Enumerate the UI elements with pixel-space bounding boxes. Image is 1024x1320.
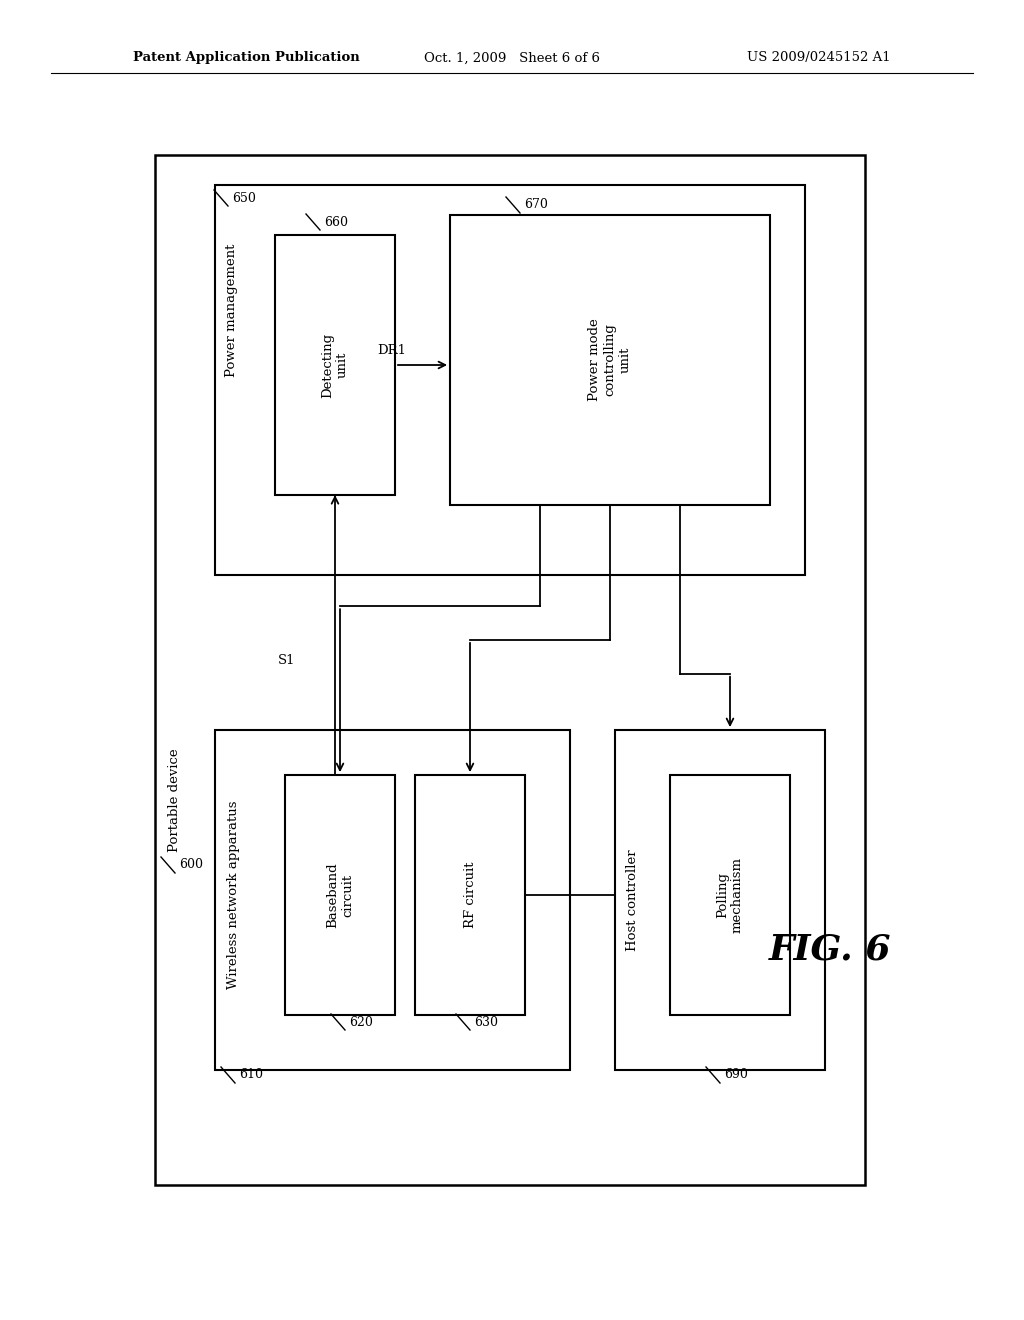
Text: 630: 630 bbox=[474, 1015, 498, 1028]
Bar bbox=[275, 235, 395, 495]
Bar bbox=[215, 730, 570, 1071]
Text: Portable device: Portable device bbox=[169, 748, 181, 851]
Text: Polling
mechanism: Polling mechanism bbox=[716, 857, 744, 933]
Text: 600: 600 bbox=[179, 858, 203, 871]
Text: 620: 620 bbox=[349, 1015, 373, 1028]
Text: Host controller: Host controller bbox=[627, 849, 640, 950]
Text: Detecting
unit: Detecting unit bbox=[321, 333, 349, 397]
Text: Power management: Power management bbox=[225, 243, 239, 376]
Text: 650: 650 bbox=[232, 191, 256, 205]
Text: Patent Application Publication: Patent Application Publication bbox=[133, 51, 359, 65]
Text: US 2009/0245152 A1: US 2009/0245152 A1 bbox=[748, 51, 891, 65]
Bar bbox=[670, 775, 790, 1015]
Text: Baseband
circuit: Baseband circuit bbox=[326, 862, 354, 928]
Text: 690: 690 bbox=[724, 1068, 748, 1081]
Bar bbox=[415, 775, 525, 1015]
Text: 660: 660 bbox=[324, 215, 348, 228]
Text: Power mode
controlling
unit: Power mode controlling unit bbox=[589, 318, 632, 401]
Text: DR1: DR1 bbox=[378, 343, 407, 356]
Text: Oct. 1, 2009   Sheet 6 of 6: Oct. 1, 2009 Sheet 6 of 6 bbox=[424, 51, 600, 65]
Text: RF circuit: RF circuit bbox=[464, 862, 476, 928]
Bar bbox=[215, 185, 805, 576]
Bar bbox=[615, 730, 825, 1071]
Text: 610: 610 bbox=[239, 1068, 263, 1081]
Text: FIG. 6: FIG. 6 bbox=[769, 933, 891, 968]
Bar bbox=[155, 154, 865, 1185]
Text: S1: S1 bbox=[278, 653, 295, 667]
Text: 670: 670 bbox=[524, 198, 548, 211]
Bar bbox=[285, 775, 395, 1015]
Bar bbox=[450, 215, 770, 506]
Text: Wireless network apparatus: Wireless network apparatus bbox=[226, 801, 240, 989]
